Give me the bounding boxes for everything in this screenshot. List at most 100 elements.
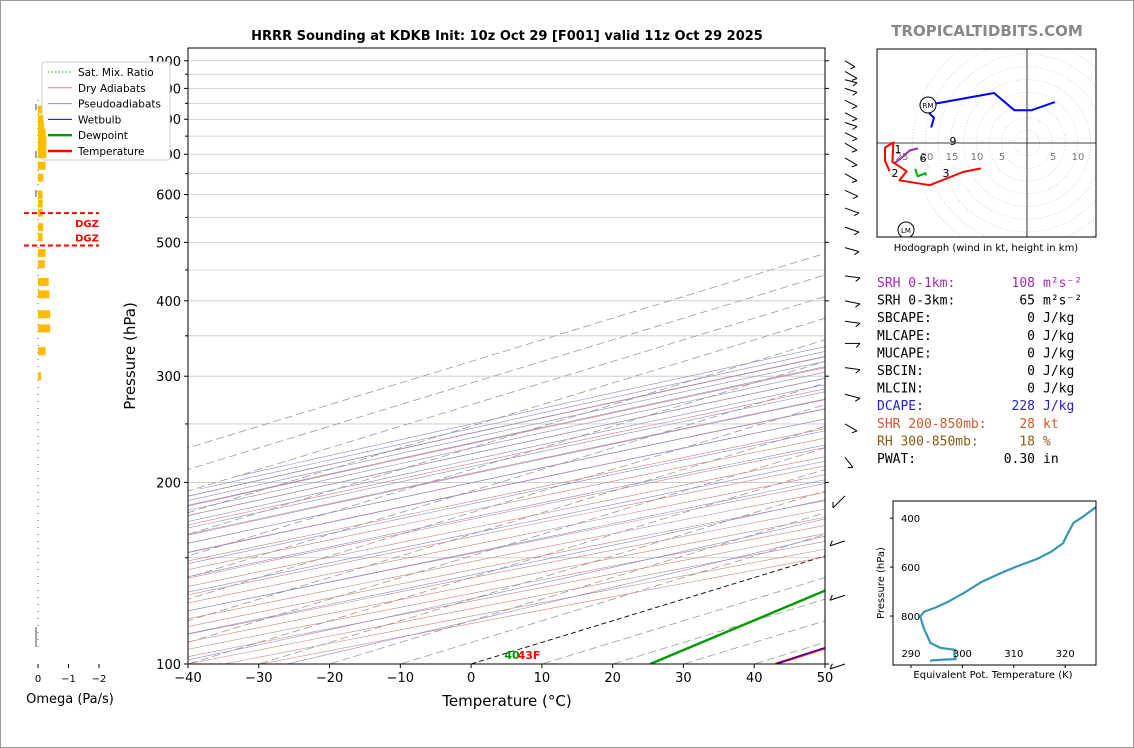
stat-unit: m²s⁻² (1043, 294, 1082, 309)
moist-adiabat (188, 391, 825, 529)
wind-barb (844, 112, 858, 120)
wind-barb (832, 495, 846, 509)
omega-bar (38, 161, 46, 170)
stat-label: SBCAPE: (877, 311, 932, 326)
moist-adiabat (238, 346, 825, 477)
hodograph-height-label: 3 (943, 167, 950, 180)
isotherm-line (329, 512, 825, 664)
wind-barb (844, 87, 858, 93)
moist-adiabat (188, 356, 825, 497)
stat-unit: J/kg (1043, 311, 1074, 326)
theta-e-y-tick-label: 800 (901, 612, 920, 623)
hodograph-ring-label: 20 (921, 152, 934, 163)
x-tick-label: −40 (174, 671, 201, 686)
y-tick-label: 200 (156, 476, 181, 491)
hodograph-ring-label: 15 (946, 152, 959, 163)
stat-unit: J/kg (1043, 399, 1074, 414)
stat-label: SRH 0-1km: (877, 276, 955, 291)
dry-adiabat (188, 367, 825, 507)
theta-e-ylabel: Pressure (hPa) (876, 547, 887, 619)
omega-bar (38, 115, 44, 124)
isotherm-line (400, 533, 825, 664)
hodograph-height-label: 2 (892, 167, 899, 180)
dry-adiabat (188, 508, 825, 635)
dry-adiabat (188, 356, 825, 497)
wind-barb (844, 226, 860, 233)
surface-temperature-label: 43F (518, 649, 541, 662)
wind-barb-feather (852, 195, 859, 200)
omega-bar (38, 199, 43, 208)
watermark: TROPICALTIDBITS.COM (891, 22, 1083, 40)
stat-unit: J/kg (1043, 329, 1074, 344)
moist-adiabat (188, 371, 825, 511)
stat-unit: kt (1043, 417, 1059, 432)
wind-barb-feather (829, 540, 833, 547)
x-tick-label: −10 (387, 671, 414, 686)
omega-bar (38, 290, 50, 299)
storm-motion-marker (897, 221, 915, 237)
wind-barbs (829, 60, 861, 670)
omega-bar (38, 347, 46, 356)
skewt-background-lines (188, 60, 825, 664)
legend-label: Temperature (77, 146, 145, 158)
stat-label: DCAPE: (877, 399, 924, 414)
omega-bar (38, 135, 47, 144)
legend-label: Pseudoadiabats (78, 99, 161, 111)
omega-bar (38, 128, 46, 137)
wind-barb-feather (851, 138, 858, 142)
wind-barb-feather (852, 91, 858, 96)
wind-barb-feather (851, 180, 858, 183)
storm-motion-label: RM (923, 102, 934, 110)
dry-adiabat (188, 408, 825, 544)
x-tick-label: 40 (746, 671, 763, 686)
y-tick-label: 500 (156, 236, 181, 251)
wind-barb (844, 247, 860, 253)
stat-label: SRH 0-3km: (877, 294, 955, 309)
stat-unit: J/kg (1043, 382, 1074, 397)
x-tick-label: 10 (534, 671, 551, 686)
wind-barb (844, 60, 856, 68)
stat-value: 28 (1019, 417, 1035, 432)
wind-barb-feather (829, 663, 833, 670)
wind-barb (844, 142, 858, 151)
hodograph-height-label: 6 (920, 152, 927, 165)
wind-barb (844, 189, 859, 197)
omega-tick-label: 0 (35, 674, 41, 685)
surface-dewpoint-label: 40 (504, 649, 520, 662)
hodograph-ring-label: 10 (1072, 152, 1085, 163)
omega-bar (38, 105, 42, 114)
wind-barb (844, 367, 861, 371)
wind-barb-feather (855, 322, 861, 328)
stat-value: 0 (1027, 382, 1035, 397)
dry-adiabat (188, 388, 825, 526)
x-tick-label: −30 (245, 671, 272, 686)
moist-adiabat (188, 408, 825, 544)
stat-label: PWAT: (877, 452, 916, 467)
stat-value: 65 (1019, 294, 1035, 309)
moist-adiabat (188, 384, 825, 522)
stat-unit: in (1043, 452, 1059, 467)
legend-label: Sat. Mix. Ratio (78, 67, 154, 79)
legend-label: Dry Adiabats (78, 83, 146, 95)
legend-label: Wetbulb (78, 114, 122, 126)
moist-adiabat (188, 499, 825, 634)
wind-barb-feather (854, 397, 861, 402)
theta-e-x-tick-label: 310 (1004, 649, 1023, 660)
omega-xlabel: Omega (Pa/s) (26, 692, 114, 707)
theta-e-line (919, 506, 1096, 662)
x-tick-label: 50 (817, 671, 834, 686)
stat-unit: m²s⁻² (1043, 276, 1082, 291)
omega-tick-label: −2 (92, 674, 107, 685)
theta-e-x-tick-label: 300 (953, 649, 972, 660)
y-tick-label: 100 (156, 658, 181, 673)
wind-barb-feather (829, 594, 833, 601)
theta-e-x-tick-label: 320 (1056, 649, 1075, 660)
sounding-parameters: SRH 0-1km: 108 m²s⁻² SRH 0-3km: 65 m²s⁻² SBCAP… (877, 276, 1082, 467)
hodograph-ring-label: 5 (1050, 152, 1056, 163)
hodograph-line (928, 92, 1056, 128)
y-tick-label: 600 (156, 189, 181, 204)
skewt-ticks: −40 −30 −20 −10 0 10 20 30 40 50 100 200 300 400 500 60… (148, 55, 833, 686)
wind-barb-feather (851, 118, 858, 122)
isotherm-line (188, 447, 825, 643)
chart-title: HRRR Sounding at KDKB Init: 10z Oct 29 [… (251, 29, 763, 44)
